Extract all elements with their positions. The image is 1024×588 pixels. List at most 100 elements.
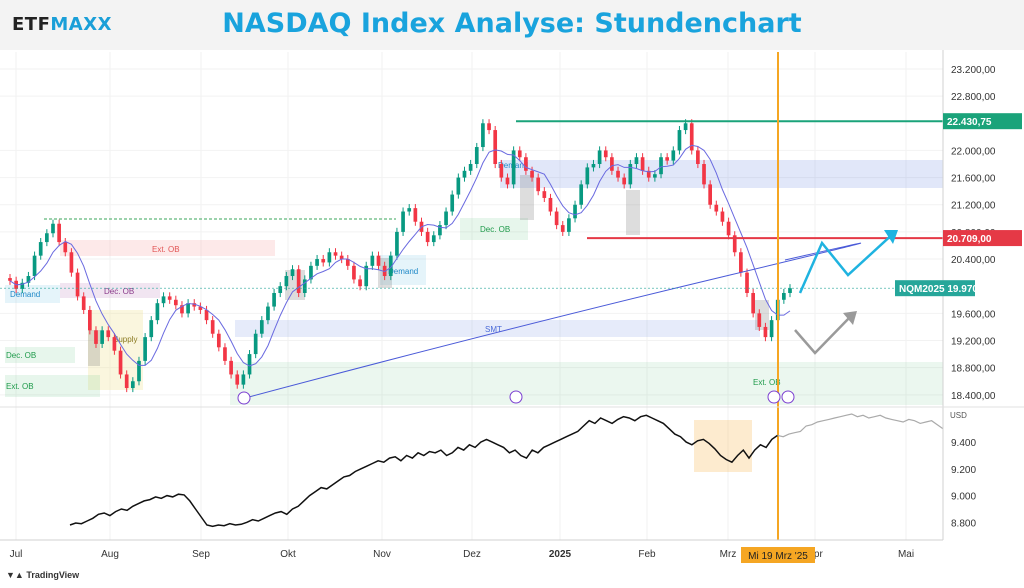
candle	[364, 265, 369, 287]
candle	[51, 223, 55, 234]
candle	[118, 350, 123, 375]
candle	[192, 303, 197, 307]
candle	[634, 157, 639, 165]
candle	[167, 296, 172, 300]
highlight-box	[694, 420, 752, 472]
comparison-line	[69, 414, 778, 528]
candle	[20, 282, 25, 289]
projection-bear-line	[794, 314, 853, 355]
candle	[216, 333, 221, 348]
candle	[180, 305, 184, 314]
y-tick-label: 19.600,00	[951, 309, 996, 320]
lower-y-tick-label: 9.200	[951, 465, 976, 476]
candle	[438, 225, 442, 236]
candle	[597, 150, 602, 165]
candle	[499, 164, 504, 178]
candle	[223, 347, 227, 361]
candle	[739, 252, 743, 273]
logo-part2: MAXX	[50, 14, 112, 35]
x-tick-label: Nov	[373, 549, 391, 560]
lower-y-tick-label: 9.000	[951, 492, 976, 503]
x-tick-label: 2025	[549, 549, 572, 560]
logo: ETFMAXX	[12, 14, 112, 35]
candle	[444, 211, 448, 226]
candle	[112, 337, 117, 351]
x-tick-label: Jul	[10, 549, 23, 560]
price-tag-bg	[943, 230, 1022, 247]
candle	[505, 177, 510, 185]
candle	[732, 235, 737, 253]
supply-block	[755, 300, 769, 330]
candle	[137, 360, 141, 382]
candle	[450, 194, 455, 212]
candle	[26, 276, 31, 283]
candle	[591, 164, 596, 168]
candle	[161, 296, 166, 304]
candle	[69, 252, 74, 273]
price-tag-label: 20.709,00	[947, 234, 992, 245]
zone-label: Ext. OB	[753, 378, 781, 387]
candle	[106, 330, 111, 338]
candle	[186, 303, 190, 314]
candle	[321, 259, 326, 263]
candles	[8, 119, 792, 393]
tradingview-icon: ▼▲	[6, 570, 27, 580]
candle	[32, 255, 37, 277]
candle	[358, 279, 362, 287]
logo-part1: ETF	[12, 14, 51, 35]
header: ETFMAXX NASDAQ Index Analyse: Stundencha…	[0, 0, 1024, 50]
candle	[94, 330, 98, 344]
candle	[425, 231, 430, 243]
candle	[665, 157, 670, 161]
candle	[8, 278, 12, 281]
x-tick-label: Okt	[280, 549, 296, 560]
candle	[235, 374, 240, 385]
candle	[462, 170, 467, 178]
candle	[536, 177, 541, 192]
zone-label: SMT	[485, 325, 502, 334]
candle	[468, 164, 473, 171]
axes: 23.200,00 22.800,00 22.000,00 21.600,00 21.2…	[0, 50, 1024, 563]
candle	[708, 184, 712, 205]
x-tick-label: Aug	[101, 549, 119, 560]
candle	[57, 223, 61, 243]
candle	[726, 221, 731, 236]
candle	[155, 303, 160, 321]
y-tick-label: 22.800,00	[951, 92, 996, 103]
candle	[339, 255, 344, 260]
candle	[720, 211, 725, 222]
candle	[579, 184, 584, 205]
candle	[788, 288, 792, 293]
zone-label: Ext. OB	[152, 245, 180, 254]
y-tick-label: 20.400,00	[951, 255, 996, 266]
chart[interactable]: Demand Dec. OB Ext. OB Dec. OB Supply Dec. OB…	[0, 50, 1024, 568]
candle	[278, 286, 283, 293]
zone-box	[5, 347, 75, 363]
candle	[376, 255, 381, 266]
zone-label: Dec. OB	[104, 287, 134, 296]
zone-box	[5, 375, 100, 397]
price-tag-bg	[943, 113, 1022, 130]
candle	[173, 299, 178, 306]
candle	[573, 204, 577, 219]
candle	[511, 150, 516, 185]
zone-box	[230, 362, 943, 405]
x-tick-label: Dez	[463, 549, 481, 560]
candle	[689, 123, 694, 151]
lower-unit-label: USD	[950, 411, 967, 420]
candle	[560, 225, 565, 232]
candle	[407, 208, 412, 212]
candle	[81, 296, 86, 310]
candle	[714, 204, 719, 212]
overlays	[0, 52, 943, 540]
x-tick-label: Feb	[638, 549, 656, 560]
zone-box	[500, 160, 945, 188]
candle	[474, 147, 479, 165]
zone-box	[60, 240, 275, 256]
supply-block	[626, 190, 640, 235]
candle	[130, 381, 135, 389]
candle	[266, 306, 270, 321]
y-tick-label: 21.600,00	[951, 174, 996, 185]
lower-y-tick-label: 9.400	[951, 438, 976, 449]
candle	[253, 333, 258, 355]
